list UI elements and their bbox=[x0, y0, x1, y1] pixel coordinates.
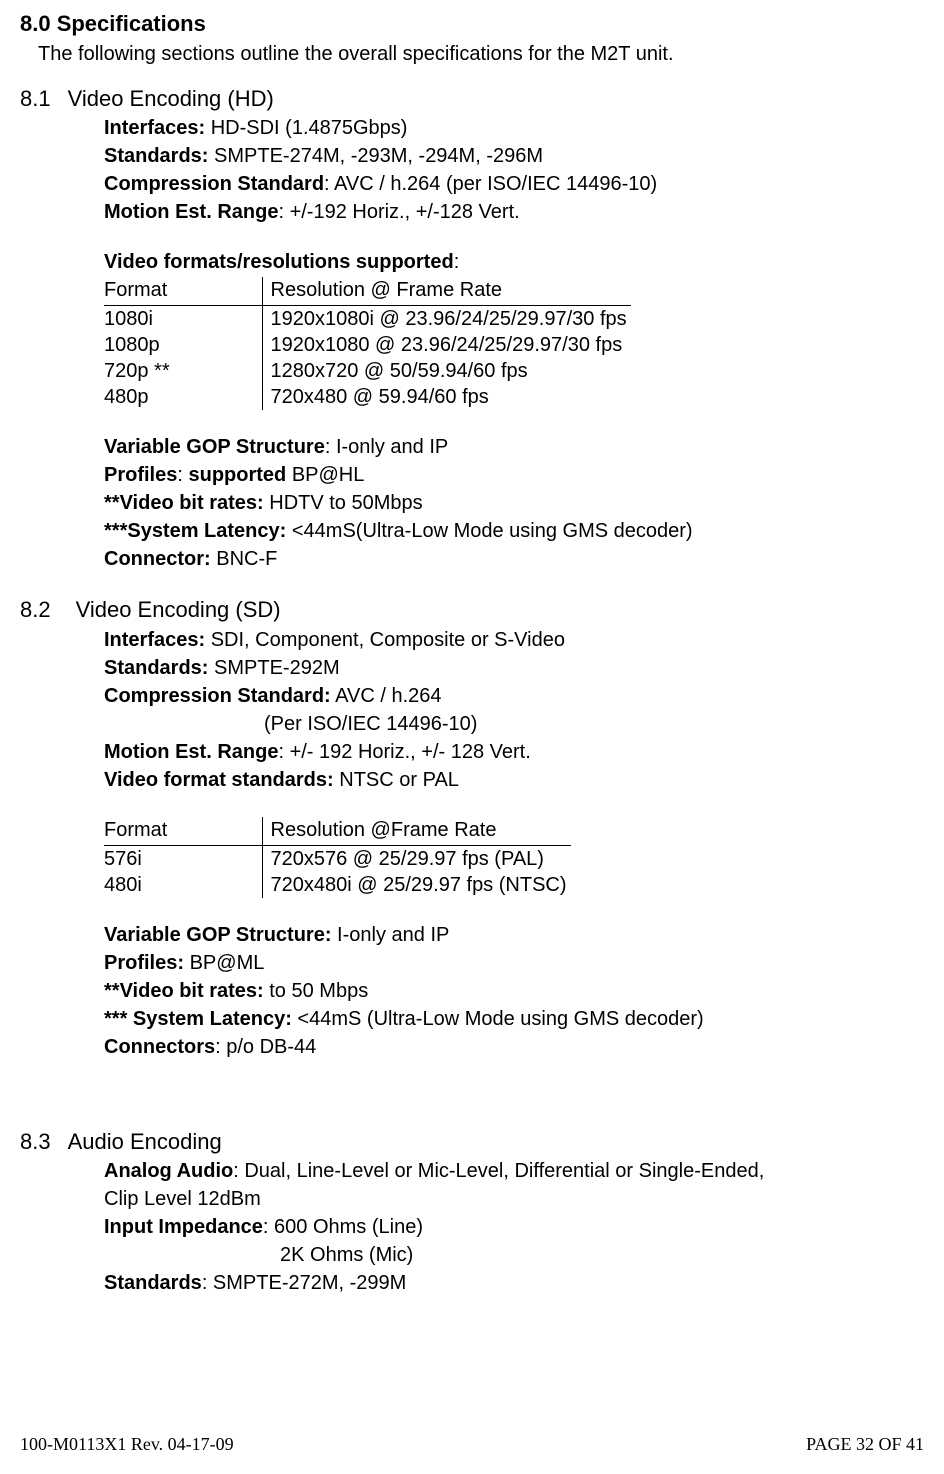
section-8-3-header: 8.3 Audio Encoding bbox=[20, 1128, 924, 1157]
compression-value: AVC / h.264 bbox=[331, 685, 442, 707]
connector-label: Connector: bbox=[104, 548, 211, 570]
hd-formats-table: Format Resolution @ Frame Rate 1080i1920… bbox=[104, 277, 631, 410]
standards-label: Standards: bbox=[104, 145, 208, 167]
cell-resolution: 720x576 @ 25/29.97 fps (PAL) bbox=[262, 845, 571, 872]
standards-label: Standards bbox=[104, 1272, 202, 1294]
connectors-value: : p/o DB-44 bbox=[215, 1036, 316, 1058]
colon: : bbox=[454, 251, 460, 273]
bitrates-value: to 50 Mbps bbox=[264, 980, 369, 1002]
bitrates-value: HDTV to 50Mbps bbox=[264, 492, 423, 514]
table-row: 576i720x576 @ 25/29.97 fps (PAL) bbox=[104, 845, 571, 872]
section-8-2-content: Interfaces: SDI, Component, Composite or… bbox=[104, 627, 924, 1060]
colon: : bbox=[177, 464, 188, 486]
section-8-2-title: Video Encoding (SD) bbox=[76, 597, 281, 622]
compression-line2: (Per ISO/IEC 14496-10) bbox=[104, 711, 924, 737]
standards-value: : SMPTE-272M, -299M bbox=[202, 1272, 407, 1294]
gop-label: Variable GOP Structure: bbox=[104, 924, 332, 946]
profiles-value: BP@ML bbox=[184, 952, 264, 974]
standards-label: Standards: bbox=[104, 657, 208, 679]
bitrates-label: **Video bit rates: bbox=[104, 980, 264, 1002]
gop-value: : I-only and IP bbox=[325, 436, 448, 458]
table-col-format: Format bbox=[104, 817, 262, 846]
analog-value: : Dual, Line-Level or Mic-Level, Differe… bbox=[233, 1160, 764, 1182]
table-row: 720p **1280x720 @ 50/59.94/60 fps bbox=[104, 358, 631, 384]
latency-label: *** System Latency: bbox=[104, 1008, 292, 1030]
table-row: 1080i1920x1080i @ 23.96/24/25/29.97/30 f… bbox=[104, 306, 631, 333]
table-row: 480p720x480 @ 59.94/60 fps bbox=[104, 384, 631, 410]
section-8-1-content: Interfaces: HD-SDI (1.4875Gbps) Standard… bbox=[104, 115, 924, 572]
table-row: 1080p1920x1080 @ 23.96/24/25/29.97/30 fp… bbox=[104, 332, 631, 358]
cell-format: 1080p bbox=[104, 332, 262, 358]
cell-resolution: 1920x1080i @ 23.96/24/25/29.97/30 fps bbox=[262, 306, 631, 333]
table-col-resolution: Resolution @Frame Rate bbox=[262, 817, 571, 846]
interfaces-label: Interfaces: bbox=[104, 629, 205, 651]
gop-label: Variable GOP Structure bbox=[104, 436, 325, 458]
cell-format: 720p ** bbox=[104, 358, 262, 384]
interfaces-value: HD-SDI (1.4875Gbps) bbox=[205, 117, 407, 139]
cell-resolution: 1920x1080 @ 23.96/24/25/29.97/30 fps bbox=[262, 332, 631, 358]
cell-resolution: 1280x720 @ 50/59.94/60 fps bbox=[262, 358, 631, 384]
page-footer: 100-M0113X1 Rev. 04-17-09 PAGE 32 OF 41 bbox=[20, 1433, 924, 1456]
compression-label: Compression Standard bbox=[104, 173, 324, 195]
analog-line2: Clip Level 12dBm bbox=[104, 1186, 924, 1212]
cell-format: 480p bbox=[104, 384, 262, 410]
standards-value: SMPTE-292M bbox=[208, 657, 339, 679]
motion-value: : +/- 192 Horiz., +/- 128 Vert. bbox=[278, 741, 530, 763]
cell-format: 480i bbox=[104, 872, 262, 898]
impedance-value: : 600 Ohms (Line) bbox=[263, 1216, 423, 1238]
cell-format: 1080i bbox=[104, 306, 262, 333]
section-8-2-header: 8.2 Video Encoding (SD) bbox=[20, 596, 924, 625]
profiles-label: Profiles bbox=[104, 464, 177, 486]
table-col-resolution: Resolution @ Frame Rate bbox=[262, 277, 631, 306]
formats-label: Video format standards: bbox=[104, 769, 334, 791]
table-col-format: Format bbox=[104, 277, 262, 306]
profiles-supported: supported bbox=[188, 464, 286, 486]
connectors-label: Connectors bbox=[104, 1036, 215, 1058]
analog-label: Analog Audio bbox=[104, 1160, 233, 1182]
motion-value: : +/-192 Horiz., +/-128 Vert. bbox=[278, 201, 519, 223]
cell-resolution: 720x480i @ 25/29.97 fps (NTSC) bbox=[262, 872, 571, 898]
interfaces-value: SDI, Component, Composite or S-Video bbox=[205, 629, 565, 651]
section-8-3-title: Audio Encoding bbox=[68, 1129, 222, 1154]
sd-formats-table: Format Resolution @Frame Rate 576i720x57… bbox=[104, 817, 571, 898]
interfaces-label: Interfaces: bbox=[104, 117, 205, 139]
compression-label: Compression Standard: bbox=[104, 685, 331, 707]
section-8-1-title: Video Encoding (HD) bbox=[68, 86, 274, 111]
footer-page-number: PAGE 32 OF 41 bbox=[806, 1433, 924, 1456]
latency-value: <44mS (Ultra-Low Mode using GMS decoder) bbox=[292, 1008, 704, 1030]
section-8-2-num: 8.2 bbox=[20, 596, 70, 625]
latency-label: ***System Latency: bbox=[104, 520, 286, 542]
footer-revision: 100-M0113X1 Rev. 04-17-09 bbox=[20, 1433, 234, 1456]
section-8-3-num: 8.3 bbox=[20, 1128, 62, 1157]
profiles-value: BP@HL bbox=[286, 464, 364, 486]
impedance-label: Input Impedance bbox=[104, 1216, 263, 1238]
motion-label: Motion Est. Range bbox=[104, 741, 278, 763]
cell-resolution: 720x480 @ 59.94/60 fps bbox=[262, 384, 631, 410]
standards-value: SMPTE-274M, -293M, -294M, -296M bbox=[208, 145, 543, 167]
cell-format: 576i bbox=[104, 845, 262, 872]
bitrates-label: **Video bit rates: bbox=[104, 492, 264, 514]
formats-heading: Video formats/resolutions supported bbox=[104, 251, 454, 273]
section-8-3-content: Analog Audio: Dual, Line-Level or Mic-Le… bbox=[104, 1158, 924, 1296]
section-8-title: 8.0 Specifications bbox=[20, 10, 924, 39]
gop-value: I-only and IP bbox=[332, 924, 450, 946]
profiles-label: Profiles: bbox=[104, 952, 184, 974]
compression-value: : AVC / h.264 (per ISO/IEC 14496-10) bbox=[324, 173, 657, 195]
latency-value: <44mS(Ultra-Low Mode using GMS decoder) bbox=[286, 520, 692, 542]
table-row: 480i720x480i @ 25/29.97 fps (NTSC) bbox=[104, 872, 571, 898]
motion-label: Motion Est. Range bbox=[104, 201, 278, 223]
section-8-1-header: 8.1 Video Encoding (HD) bbox=[20, 85, 924, 114]
connector-value: BNC-F bbox=[211, 548, 278, 570]
section-8-intro: The following sections outline the overa… bbox=[38, 41, 924, 67]
section-8-1-num: 8.1 bbox=[20, 85, 62, 114]
impedance-line2: 2K Ohms (Mic) bbox=[104, 1242, 924, 1268]
formats-value: NTSC or PAL bbox=[334, 769, 459, 791]
